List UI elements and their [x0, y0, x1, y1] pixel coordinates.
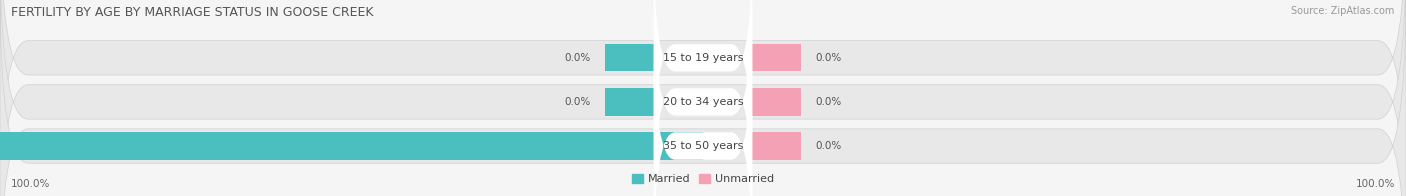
Text: 100.0%: 100.0% — [11, 179, 51, 189]
Text: 0.0%: 0.0% — [815, 97, 842, 107]
Bar — [752, 88, 801, 116]
Text: 20 to 34 years: 20 to 34 years — [662, 97, 744, 107]
FancyBboxPatch shape — [654, 0, 752, 176]
Bar — [752, 132, 801, 160]
FancyBboxPatch shape — [654, 0, 752, 196]
Text: 35 to 50 years: 35 to 50 years — [662, 141, 744, 151]
Text: 0.0%: 0.0% — [815, 141, 842, 151]
Bar — [752, 44, 801, 72]
Text: FERTILITY BY AGE BY MARRIAGE STATUS IN GOOSE CREEK: FERTILITY BY AGE BY MARRIAGE STATUS IN G… — [11, 6, 374, 19]
Legend: Married, Unmarried: Married, Unmarried — [627, 169, 779, 189]
Text: 0.0%: 0.0% — [815, 53, 842, 63]
Bar — [605, 44, 654, 72]
Text: 0.0%: 0.0% — [564, 97, 591, 107]
Text: 15 to 19 years: 15 to 19 years — [662, 53, 744, 63]
Text: 100.0%: 100.0% — [1355, 179, 1395, 189]
Bar — [0, 132, 703, 160]
Text: 0.0%: 0.0% — [564, 53, 591, 63]
Bar — [605, 88, 654, 116]
Bar — [605, 132, 654, 160]
Text: Source: ZipAtlas.com: Source: ZipAtlas.com — [1291, 6, 1395, 16]
FancyBboxPatch shape — [654, 27, 752, 196]
